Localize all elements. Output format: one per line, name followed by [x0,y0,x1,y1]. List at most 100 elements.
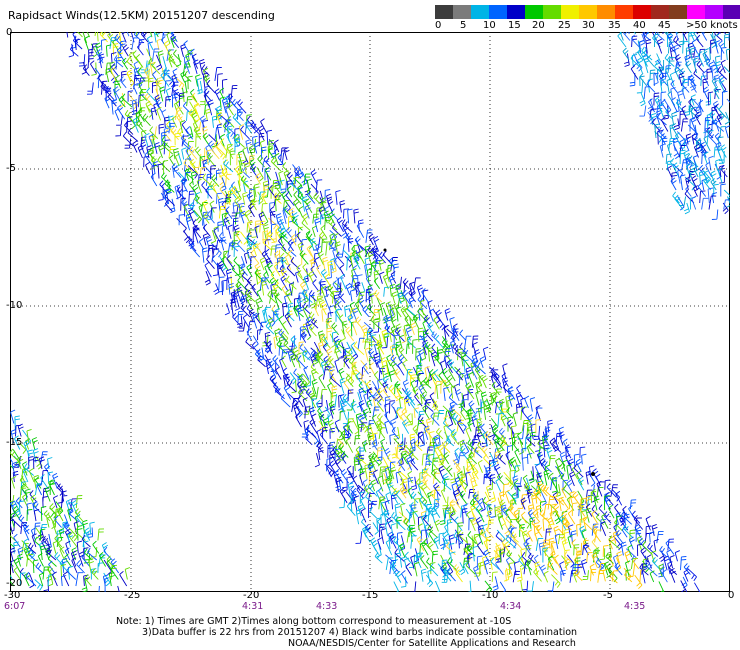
wind-barb [548,455,556,466]
wind-barb [702,70,710,87]
wind-barb [526,559,532,576]
wind-barb [157,163,164,179]
wind-barb [443,424,449,440]
wind-barb [126,57,136,70]
wind-barb [477,507,485,523]
wind-barb [269,206,276,218]
wind-barb [370,500,378,511]
wind-barb [327,260,334,277]
wind-barb [75,495,83,509]
wind-barb [697,51,704,67]
wind-barb [554,533,561,549]
wind-barb [535,419,541,434]
wind-barb [669,568,676,583]
wind-barb [412,385,420,399]
wind-barb [183,230,191,244]
wind-barb [231,301,237,317]
wind-barb [713,118,724,132]
wind-barb [280,275,288,291]
wind-barb [665,539,675,555]
wind-barb [202,223,211,237]
wind-barb [100,38,107,51]
wind-barb [99,32,108,43]
wind-barb [326,463,332,478]
wind-barb [698,48,706,61]
wind-barb [297,270,307,284]
wind-barb [419,471,425,483]
wind-barb [380,528,386,544]
wind-barb [202,217,209,231]
wind-barb [390,271,397,284]
colorbar-label-30: 30 [582,20,595,31]
wind-barb [274,307,280,321]
wind-barb [544,464,550,480]
wind-barb [353,455,360,472]
wind-barb [701,32,708,41]
wind-barb [40,474,49,489]
wind-barb [316,441,324,454]
wind-barb [242,180,249,193]
wind-barb [34,579,43,591]
wind-barb [302,263,311,278]
wind-barb [345,437,354,453]
wind-barb [462,347,474,362]
wind-barb [707,187,714,204]
wind-barb [650,112,657,126]
wind-barb [723,66,730,74]
wind-barb [391,303,397,316]
wind-barb [407,470,413,484]
wind-barb [640,547,649,563]
wind-barb [173,88,180,102]
wind-barb [362,479,368,491]
wind-barb [263,270,271,284]
wind-barb [304,204,311,219]
wind-barb [314,256,320,270]
wind-barb [351,244,362,259]
wind-barb [509,469,516,484]
wind-barb [246,328,252,341]
wind-barb [521,419,530,432]
wind-barb [619,32,624,41]
wind-barb [219,164,225,178]
wind-barb [87,55,94,68]
wind-barb [270,186,277,199]
wind-barb [481,445,490,459]
wind-barb [113,55,124,68]
wind-barb [71,557,78,574]
wind-barb [377,517,384,531]
wind-barb [428,529,436,544]
wind-barb [32,559,39,574]
wind-barb [188,190,195,204]
colorbar-swatch [633,5,651,19]
wind-barb [245,337,255,350]
wind-barb [380,356,387,369]
wind-barb [680,118,689,132]
wind-barb [172,93,178,108]
wind-barb [77,32,83,38]
wind-barb [420,514,427,529]
wind-barb [66,32,69,38]
time-label-5: 4:35 [624,601,646,612]
wind-barb [160,71,170,87]
wind-barb [549,510,555,526]
wind-barb [421,288,430,304]
wind-barb [713,86,720,100]
wind-barb [567,509,576,525]
wind-barb [86,32,91,38]
wind-barb [684,54,691,67]
wind-barb [286,379,297,393]
wind-barb [448,366,456,382]
wind-barb [389,533,397,549]
wind-barb [339,200,346,213]
wind-barb [424,328,434,342]
wind-barb [258,132,265,147]
wind-barb [310,362,319,375]
wind-barb [639,40,645,54]
wind-barb [661,116,669,132]
wind-barb [483,404,490,420]
wind-barb [624,570,633,583]
wind-barb [454,516,463,532]
wind-barb [464,335,472,349]
wind-barb [376,387,385,402]
wind-barb [293,403,300,419]
